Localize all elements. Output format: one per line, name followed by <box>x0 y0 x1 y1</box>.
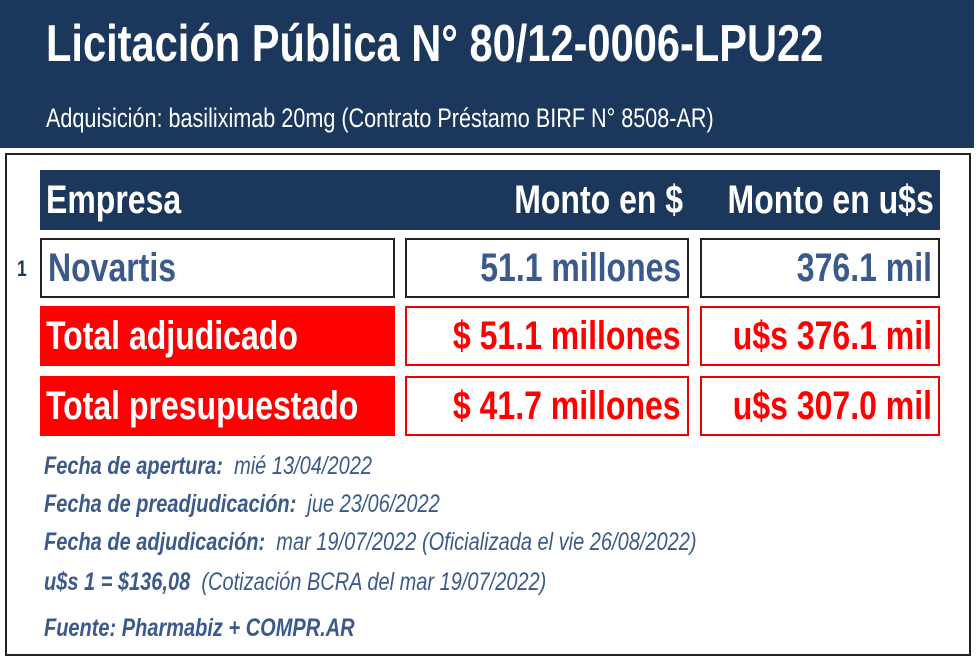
fecha-adjudicacion: Fecha de adjudicación: mar 19/07/2022 (O… <box>44 528 697 556</box>
monto-pesos-cell: 51.1 millones <box>405 238 689 298</box>
total-adjudicado-usd: u$s 376.1 mil <box>700 306 940 366</box>
total-adjudicado-pesos: $ 51.1 millones <box>405 306 689 366</box>
total-presupuestado-usd: u$s 307.0 mil <box>700 376 940 436</box>
total-presupuestado-pesos: $ 41.7 millones <box>405 376 689 436</box>
col-empresa: Empresa <box>46 177 182 222</box>
table-header: Empresa Monto en $ Monto en u$s <box>40 170 940 230</box>
col-monto-usd: Monto en u$s <box>727 177 934 222</box>
fecha-apertura: Fecha de apertura: mié 13/04/2022 <box>44 452 372 480</box>
empresa-cell: Novartis <box>40 238 395 298</box>
monto-usd-cell: 376.1 mil <box>700 238 940 298</box>
tipo-cambio: u$s 1 = $136,08 (Cotización BCRA del mar… <box>44 568 547 596</box>
total-presupuestado-label: Total presupuestado <box>40 376 395 436</box>
total-adjudicado-row: Total adjudicado $ 51.1 millones u$s 376… <box>40 306 940 366</box>
fecha-preadjudicacion: Fecha de preadjudicación: jue 23/06/2022 <box>44 490 440 518</box>
row-index: 1 <box>17 256 27 281</box>
page-subtitle: Adquisición: basiliximab 20mg (Contrato … <box>46 103 714 133</box>
col-monto-pesos: Monto en $ <box>514 177 683 222</box>
content-frame <box>5 153 971 656</box>
total-adjudicado-label: Total adjudicado <box>40 306 395 366</box>
page-title: Licitación Pública N° 80/12-0006-LPU22 <box>46 15 824 73</box>
total-presupuestado-row: Total presupuestado $ 41.7 millones u$s … <box>40 376 940 436</box>
table-row: Novartis 51.1 millones 376.1 mil <box>40 238 940 298</box>
header-banner: Licitación Pública N° 80/12-0006-LPU22 A… <box>0 0 974 148</box>
fuente: Fuente: Pharmabiz + COMPR.AR <box>44 614 355 642</box>
